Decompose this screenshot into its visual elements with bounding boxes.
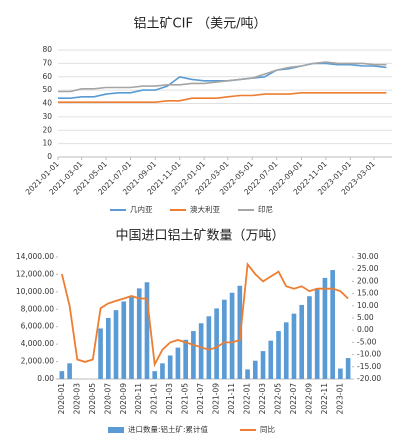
- bar: [144, 282, 150, 379]
- bar: [121, 301, 127, 379]
- y2-tick-label: 5.00: [357, 313, 374, 322]
- bar: [252, 360, 258, 379]
- legend-label: 同比: [260, 424, 275, 434]
- x-tick-label: 2021-01: [150, 383, 159, 415]
- y2-tick-label: 20.00: [357, 276, 379, 285]
- y-tick-label: 0: [47, 152, 52, 161]
- x-tick-label: 2022-09: [304, 383, 313, 415]
- x-tick-label: 2021-07: [196, 383, 205, 415]
- series-line: [61, 261, 349, 368]
- x-tick-label: 2020-05: [88, 383, 97, 415]
- y-tick-label: 40: [42, 99, 52, 108]
- x-tick-label: 2022-11: [320, 383, 329, 415]
- bar: [245, 369, 250, 379]
- legend-label: 几内亚: [130, 204, 153, 214]
- bar: [206, 316, 212, 379]
- bar: [268, 340, 274, 379]
- y-tick-label: 2,000.00: [21, 357, 55, 366]
- chart-title: 中国进口铝土矿数量（万吨）: [115, 229, 284, 244]
- bar: [113, 310, 119, 379]
- bar: [191, 331, 196, 379]
- bar: [198, 323, 204, 379]
- x-tick-label: 2022-03: [258, 383, 267, 415]
- x-tick-label: 2022-05: [274, 383, 283, 415]
- bar: [105, 318, 111, 379]
- legend-label: 印尼: [258, 205, 273, 214]
- x-tick-label: 2023-01: [335, 383, 344, 415]
- bar: [314, 288, 320, 379]
- y-tick-label: 70: [42, 58, 52, 67]
- y-tick-label: 12,000.00: [16, 269, 54, 278]
- chart-title: 铝土矿CIF （美元/吨）: [134, 17, 267, 32]
- legend-label: 澳大利亚: [190, 204, 220, 214]
- y2-tick-label: 15.00: [357, 289, 379, 298]
- y2-tick-label: -20.00: [357, 374, 381, 383]
- y2-tick-label: 25.00: [357, 264, 379, 273]
- bar: [229, 292, 235, 379]
- bar: [338, 368, 343, 379]
- bar: [152, 371, 158, 379]
- y-tick-label: 6,000.00: [21, 322, 55, 331]
- bar: [283, 322, 289, 379]
- y-tick-label: 14,000.00: [16, 252, 54, 261]
- x-tick-label: 2021-11: [227, 383, 236, 415]
- bar: [183, 339, 188, 379]
- bar: [291, 313, 297, 379]
- bar: [260, 351, 266, 379]
- bar: [59, 371, 65, 379]
- y-tick-label: 8,000.00: [21, 304, 55, 313]
- bar: [160, 363, 165, 379]
- x-tick-label: 2022-01: [243, 383, 252, 415]
- y2-tick-label: -10.00: [357, 350, 381, 359]
- bar: [299, 304, 305, 379]
- bar: [330, 270, 335, 379]
- y2-tick-label: 0.00: [357, 325, 374, 334]
- bar: [345, 358, 351, 379]
- legend-label: 进口数量:铝土矿:累计值: [128, 424, 209, 434]
- y-tick-label: 50: [42, 85, 52, 94]
- x-tick-label: 2021-09: [212, 383, 221, 415]
- x-tick-label: 2020-01: [57, 383, 66, 415]
- bar: [129, 296, 134, 379]
- y2-tick-label: -15.00: [357, 362, 381, 371]
- legend-swatch: [108, 427, 124, 433]
- bar: [276, 331, 281, 379]
- bar: [136, 288, 142, 379]
- x-tick-label: 2021-03: [165, 383, 174, 415]
- y-tick-label: 10,000.00: [16, 287, 54, 296]
- y-tick-label: 4,000.00: [21, 339, 55, 348]
- bar: [222, 299, 227, 379]
- y-tick-label: 80: [42, 45, 52, 54]
- bar: [67, 363, 72, 379]
- x-tick-label: 2020-09: [119, 383, 128, 415]
- y-tick-label: 30: [42, 112, 52, 121]
- x-tick-label: 2020-03: [72, 383, 81, 415]
- y2-tick-label: 30.00: [357, 252, 379, 261]
- x-tick-label: 2022-07: [289, 383, 298, 415]
- series-line: [58, 61, 387, 93]
- y-tick-label: 10: [42, 139, 52, 148]
- series-line: [58, 92, 387, 103]
- bar: [214, 308, 219, 379]
- bar: [175, 347, 181, 379]
- bar: [322, 277, 328, 379]
- y2-tick-label: -5.00: [357, 337, 377, 346]
- y-tick-label: 20: [42, 125, 52, 134]
- y-tick-label: 0.00: [37, 374, 54, 383]
- y-tick-label: 60: [42, 72, 52, 81]
- x-tick-label: 2020-11: [134, 383, 143, 415]
- bar: [307, 296, 312, 379]
- y2-tick-label: 10.00: [357, 301, 379, 310]
- bar: [167, 355, 173, 379]
- bar: [98, 328, 103, 379]
- x-tick-label: 2020-07: [103, 383, 112, 415]
- x-tick-label: 2021-05: [181, 383, 190, 415]
